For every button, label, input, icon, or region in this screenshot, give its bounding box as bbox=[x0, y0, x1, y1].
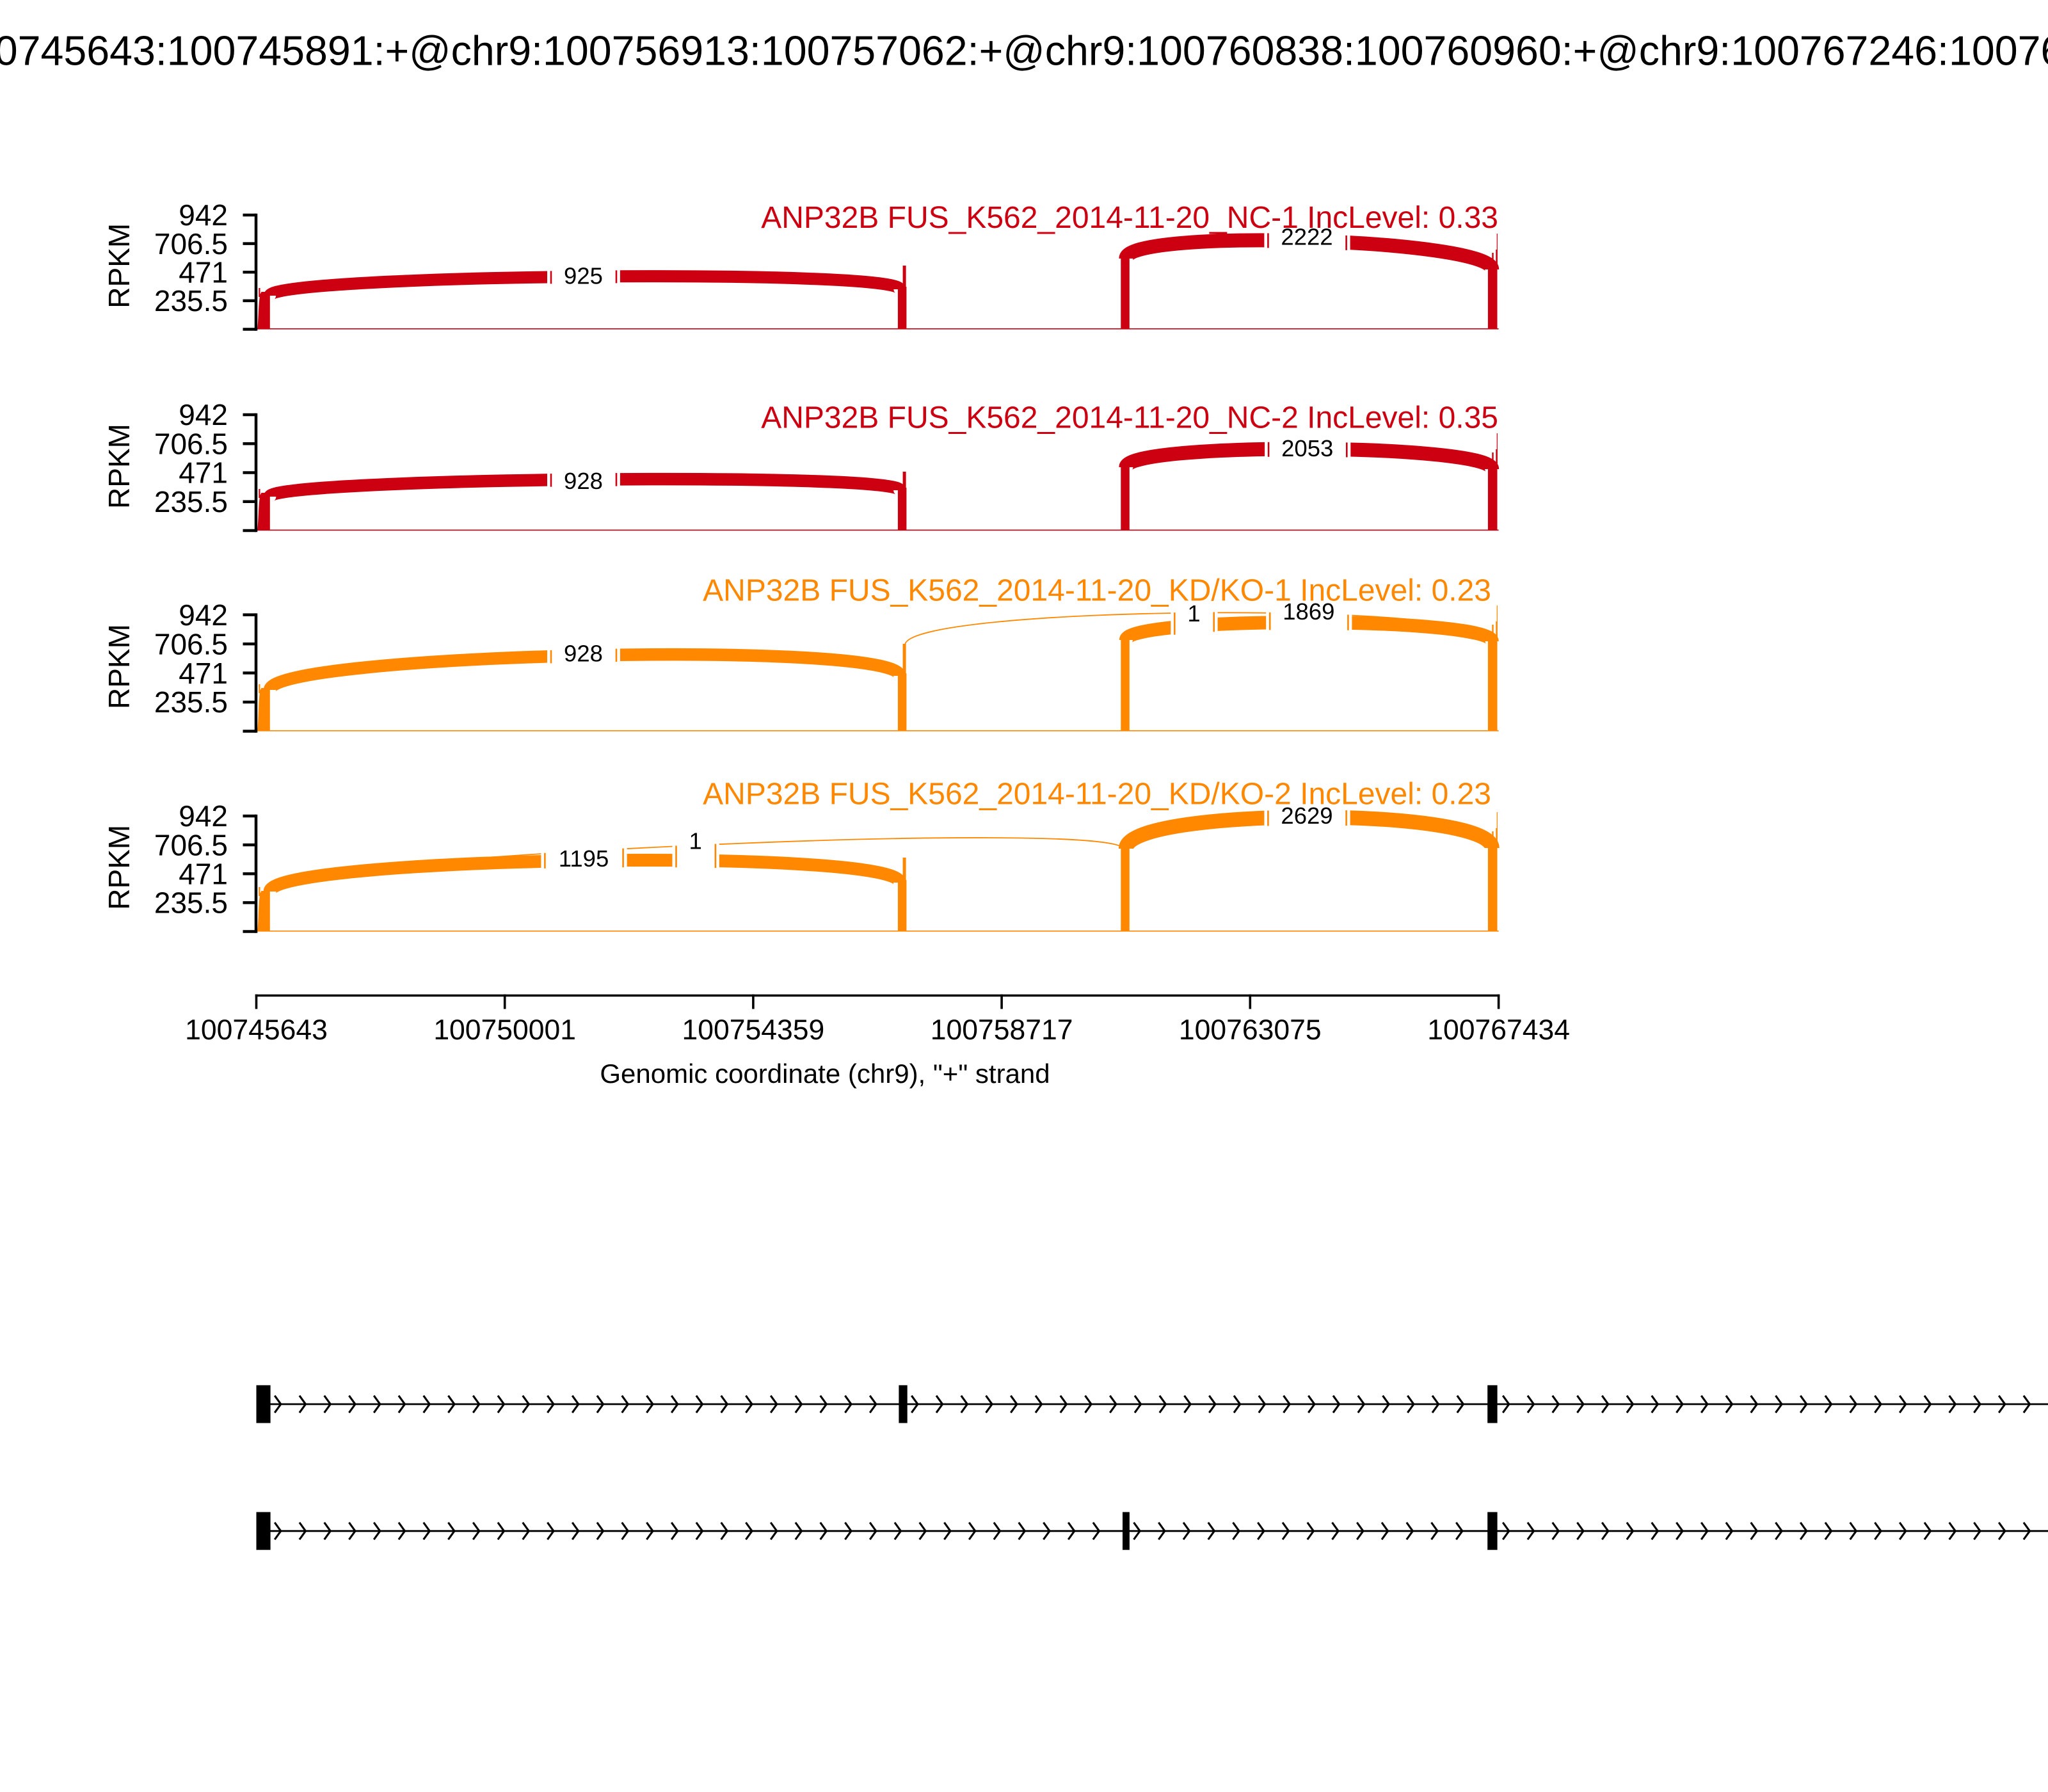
svg-text:925: 925 bbox=[564, 263, 603, 289]
svg-text:ANP32B FUS_K562_2014-11-20_NC-: ANP32B FUS_K562_2014-11-20_NC-1 IncLevel… bbox=[761, 201, 1498, 235]
svg-text:ANP32B FUS_K562_2014-11-20_KD/: ANP32B FUS_K562_2014-11-20_KD/KO-1 IncLe… bbox=[703, 573, 1491, 607]
svg-text:2053: 2053 bbox=[1281, 435, 1333, 461]
svg-text:942: 942 bbox=[179, 198, 228, 232]
svg-text:RPKM: RPKM bbox=[102, 624, 136, 709]
svg-text:Genomic coordinate (chr9), "+": Genomic coordinate (chr9), "+" strand bbox=[600, 1059, 1050, 1089]
svg-text:706.5: 706.5 bbox=[154, 627, 228, 660]
svg-text:100754359: 100754359 bbox=[682, 1014, 825, 1046]
svg-text:ANP32B FUS_K562_2014-11-20_NC-: ANP32B FUS_K562_2014-11-20_NC-2 IncLevel… bbox=[761, 401, 1498, 435]
svg-text:100758717: 100758717 bbox=[931, 1014, 1073, 1046]
svg-text:235.5: 235.5 bbox=[154, 485, 228, 518]
svg-text:235.5: 235.5 bbox=[154, 284, 228, 317]
svg-text:942: 942 bbox=[179, 598, 228, 632]
svg-text:100750001: 100750001 bbox=[433, 1014, 576, 1046]
svg-text:100745643: 100745643 bbox=[185, 1014, 328, 1046]
svg-text:100767434: 100767434 bbox=[1427, 1014, 1570, 1046]
svg-text:942: 942 bbox=[179, 799, 228, 833]
svg-text:706.5: 706.5 bbox=[154, 828, 228, 861]
svg-text:235.5: 235.5 bbox=[154, 886, 228, 920]
svg-text:235.5: 235.5 bbox=[154, 685, 228, 719]
svg-text:928: 928 bbox=[564, 641, 603, 667]
svg-text:471: 471 bbox=[179, 255, 228, 289]
svg-text:100763075: 100763075 bbox=[1179, 1014, 1322, 1046]
svg-text:471: 471 bbox=[179, 858, 228, 891]
svg-text:471: 471 bbox=[179, 657, 228, 690]
svg-text:chr9:100745643:100745891:+@chr: chr9:100745643:100745891:+@chr9:10075691… bbox=[0, 28, 2048, 74]
svg-text:RPKM: RPKM bbox=[102, 424, 136, 509]
svg-text:RPKM: RPKM bbox=[102, 825, 136, 910]
svg-text:1: 1 bbox=[1187, 600, 1200, 627]
svg-text:471: 471 bbox=[179, 456, 228, 490]
svg-text:928: 928 bbox=[564, 468, 603, 494]
svg-text:2629: 2629 bbox=[1281, 803, 1332, 829]
svg-text:942: 942 bbox=[179, 398, 228, 431]
svg-text:1869: 1869 bbox=[1283, 598, 1334, 625]
svg-text:2222: 2222 bbox=[1281, 224, 1332, 250]
svg-text:706.5: 706.5 bbox=[154, 227, 228, 260]
svg-text:ANP32B FUS_K562_2014-11-20_KD/: ANP32B FUS_K562_2014-11-20_KD/KO-2 IncLe… bbox=[703, 778, 1491, 812]
svg-text:1195: 1195 bbox=[559, 845, 609, 872]
svg-text:706.5: 706.5 bbox=[154, 428, 228, 461]
svg-text:RPKM: RPKM bbox=[102, 223, 136, 308]
svg-text:1: 1 bbox=[689, 828, 702, 854]
